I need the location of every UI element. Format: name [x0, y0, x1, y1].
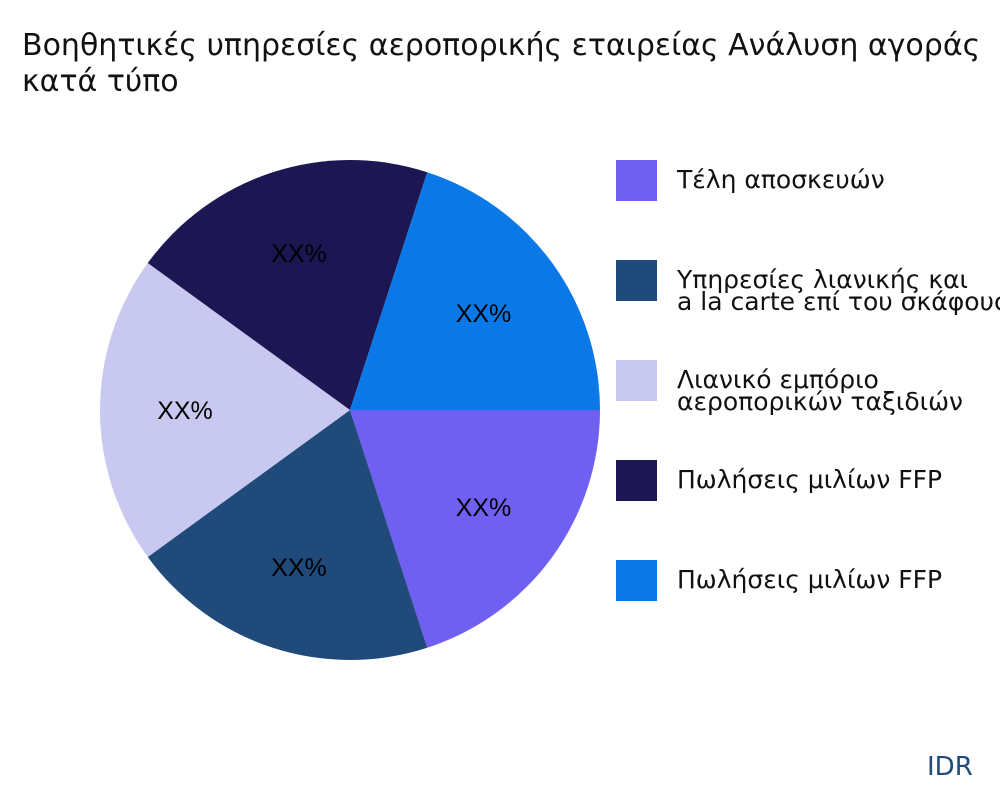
chart-title: Βοηθητικές υπηρεσίες αεροπορικής εταιρεί…: [22, 28, 981, 99]
legend-item: Λιανικό εμπόριο αεροπορικών ταξιδιών: [616, 360, 963, 416]
legend-item: Υπηρεσίες λιανικής και a la carte επί του…: [616, 260, 1000, 316]
legend-label: Υπηρεσίες λιανικής και a la carte επί του…: [677, 265, 1000, 316]
pie-slice: [147, 160, 428, 410]
legend-swatch: [616, 360, 657, 401]
brand-logo-text: IDR: [927, 752, 973, 782]
legend-label: Τέλη αποσκευών: [677, 165, 885, 194]
pie-slice: [147, 410, 428, 660]
slice-value-label: XX%: [271, 554, 327, 582]
legend-item: Τέλη αποσκευών: [616, 160, 885, 201]
legend-item: Πωλήσεις μιλίων FFP: [616, 560, 942, 601]
pie-slice: [350, 410, 600, 648]
slice-value-label: XX%: [456, 494, 512, 522]
slice-value-label: XX%: [456, 300, 512, 328]
legend-swatch: [616, 260, 657, 301]
slice-value-label: XX%: [271, 240, 327, 268]
legend-label: Πωλήσεις μιλίων FFP: [677, 565, 943, 594]
slice-value-label: XX%: [157, 397, 213, 425]
legend-label: Πωλήσεις μιλίων FFP: [677, 465, 943, 494]
legend-swatch: [616, 460, 657, 501]
legend-label: Λιανικό εμπόριο αεροπορικών ταξιδιών: [677, 365, 963, 416]
pie-slice: [350, 172, 600, 410]
legend-swatch: [616, 160, 657, 201]
pie-slice: [100, 263, 350, 557]
legend-item: Πωλήσεις μιλίων FFP: [616, 460, 942, 501]
legend-swatch: [616, 560, 657, 601]
